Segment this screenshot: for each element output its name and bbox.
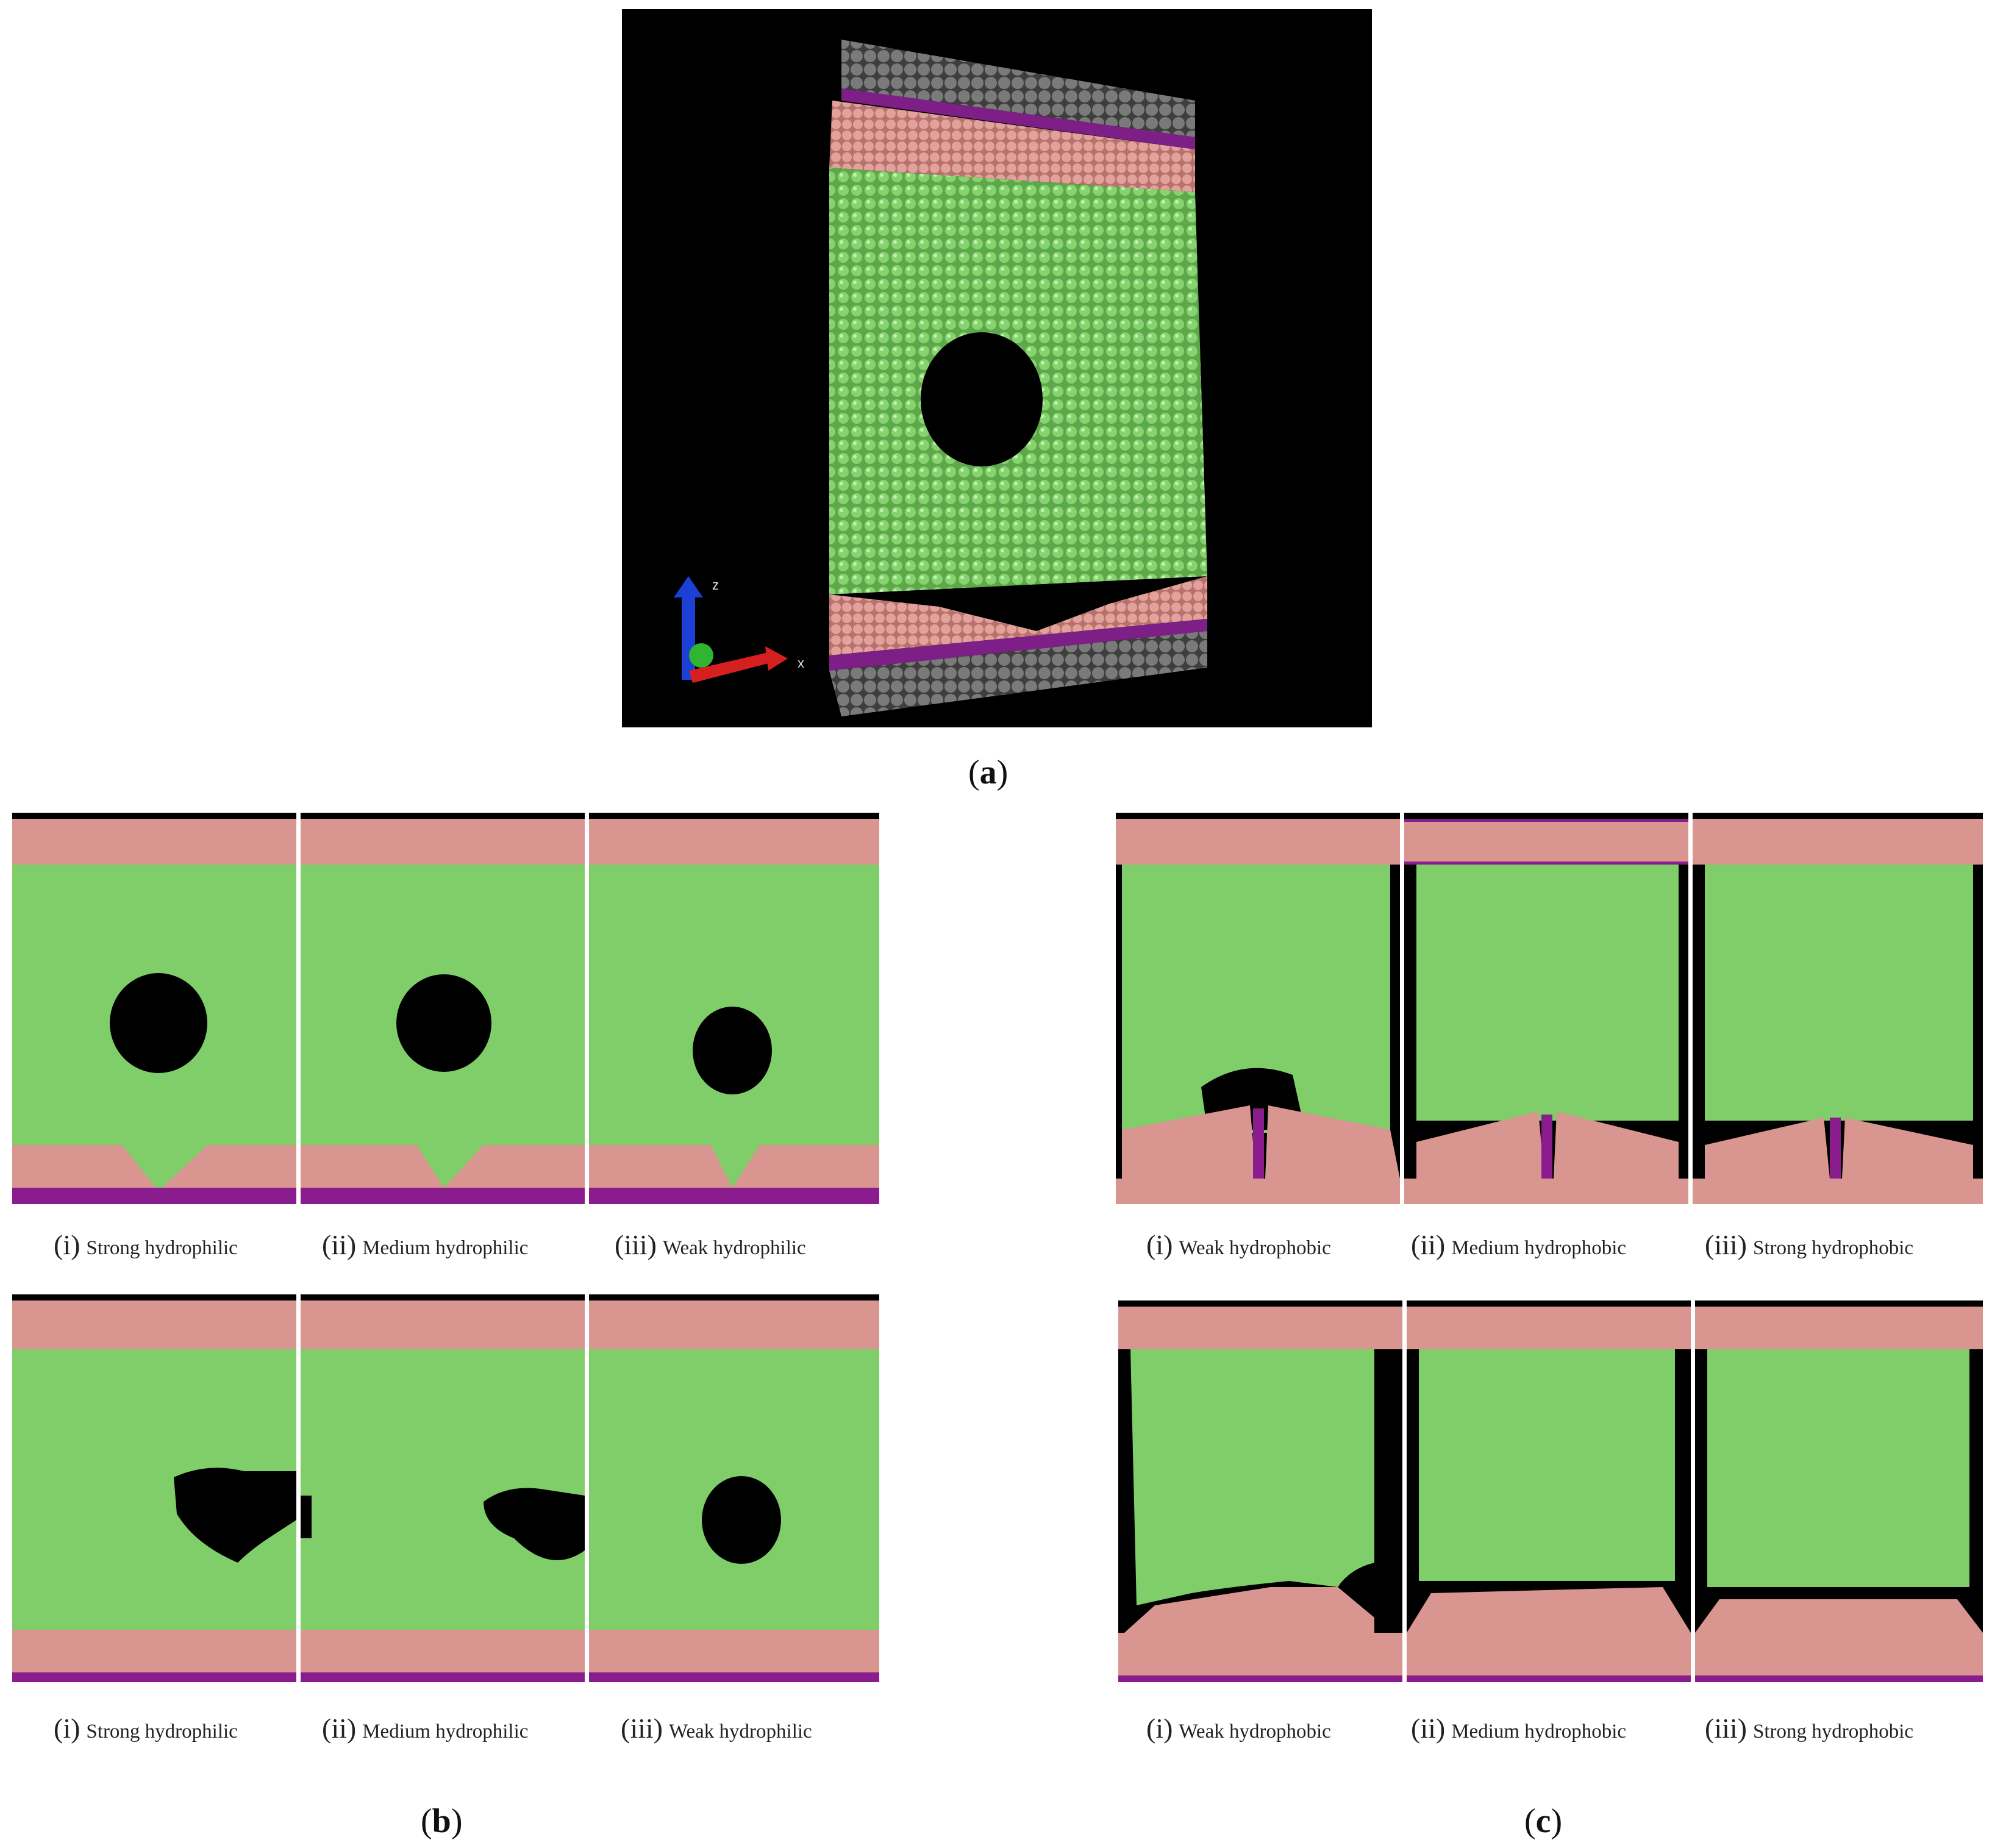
caption-b2-ii: (ii) Medium hydrophilic [322, 1713, 529, 1744]
caption-b2-iii: (iii) Weak hydrophilic [621, 1713, 812, 1744]
simulation-box-3d-render [829, 40, 1207, 716]
caption-b2-i: (i) Strong hydrophilic [54, 1713, 238, 1744]
simulation-box-3d: z x [622, 9, 1372, 727]
caption-c1-ii: (ii) Medium hydrophobic [1411, 1229, 1627, 1260]
caption-b1-ii: (ii) Medium hydrophilic [322, 1229, 529, 1260]
figure-label-c: (c) [1524, 1802, 1563, 1840]
panel-b-row2-medium [301, 1294, 585, 1682]
panel-c-row2-strong [1695, 1300, 1983, 1682]
caption-c1-i: (i) Weak hydrophobic [1146, 1229, 1331, 1260]
caption-c2-iii: (iii) Strong hydrophobic [1705, 1713, 1914, 1744]
panel-b-row1-weak [589, 813, 879, 1204]
axis-triad-icon [674, 576, 788, 683]
caption-c1-iii: (iii) Strong hydrophobic [1705, 1229, 1914, 1260]
figure-label-b: (b) [421, 1802, 463, 1840]
caption-b1-i: (i) Strong hydrophilic [54, 1229, 238, 1260]
panel-c-row1-weak [1116, 813, 1400, 1204]
x-axis-arrow [689, 652, 771, 683]
panel-c-row1-medium [1404, 813, 1688, 1204]
caption-b1-iii: (iii) Weak hydrophilic [615, 1229, 806, 1260]
panel-b-row2-weak [589, 1294, 879, 1682]
panel-b-row1-strong [12, 813, 296, 1204]
y-axis-marker [689, 643, 713, 668]
panel-b-row2-strong [12, 1294, 296, 1682]
z-axis-arrow [682, 594, 695, 680]
panel-c-row1-strong [1693, 813, 1983, 1204]
panel-b-row1-medium [301, 813, 585, 1204]
panel-c-row2-medium [1407, 1300, 1691, 1682]
caption-c2-ii: (ii) Medium hydrophobic [1411, 1713, 1627, 1744]
panel-c-row2-weak [1118, 1300, 1402, 1682]
figure-label-a: (a) [968, 754, 1008, 791]
caption-c2-i: (i) Weak hydrophobic [1146, 1713, 1331, 1744]
z-axis-label: z [712, 577, 719, 593]
x-axis-label: x [798, 655, 804, 671]
